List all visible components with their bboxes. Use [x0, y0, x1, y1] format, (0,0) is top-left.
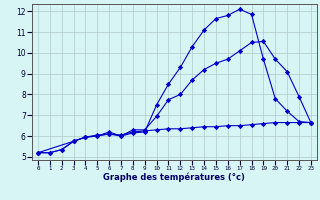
X-axis label: Graphe des températures (°c): Graphe des températures (°c)	[103, 173, 245, 182]
